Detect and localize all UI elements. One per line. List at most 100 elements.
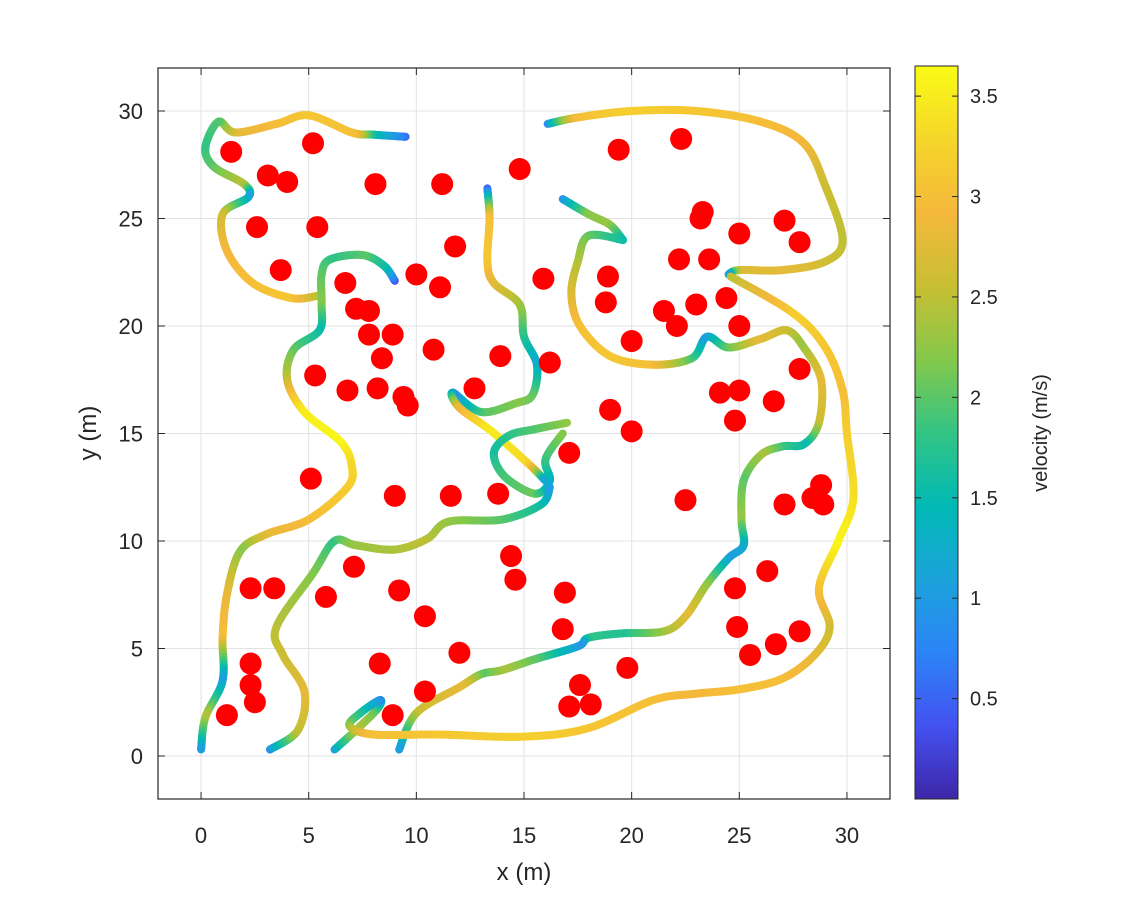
- x-axis-label: x (m): [497, 859, 552, 886]
- obstacle-marker: [670, 127, 693, 150]
- obstacle-marker: [773, 493, 796, 516]
- obstacle-marker: [215, 704, 238, 727]
- trajectory: [201, 111, 410, 303]
- obstacle-marker: [357, 299, 380, 322]
- obstacle-marker: [788, 231, 811, 254]
- colorbar-tick-label: 2: [970, 387, 981, 409]
- obstacle-marker: [607, 138, 630, 161]
- y-tick-label: 0: [131, 744, 143, 769]
- obstacle-marker: [299, 467, 322, 490]
- obstacle-marker: [508, 158, 531, 181]
- obstacle-marker: [596, 265, 619, 288]
- obstacle-marker: [388, 579, 411, 602]
- obstacle-marker: [370, 347, 393, 370]
- obstacle-marker: [708, 381, 731, 404]
- obstacle-marker: [413, 680, 436, 703]
- obstacle-marker: [276, 170, 299, 193]
- obstacle-marker: [756, 560, 779, 583]
- obstacle-marker: [314, 585, 337, 608]
- x-tick-label: 20: [619, 823, 643, 848]
- obstacle-marker: [773, 209, 796, 232]
- obstacle-marker: [381, 323, 404, 346]
- obstacle-marker: [812, 493, 835, 516]
- obstacle-marker: [336, 379, 359, 402]
- obstacle-marker: [239, 577, 262, 600]
- trajectory: [395, 230, 827, 754]
- obstacle-marker: [396, 394, 419, 417]
- x-tick-label: 0: [195, 823, 207, 848]
- obstacle-marker: [685, 293, 708, 316]
- obstacle-marker: [489, 345, 512, 368]
- obstacle-marker: [368, 652, 391, 675]
- obstacle-marker: [405, 263, 428, 286]
- y-tick-label: 15: [119, 422, 143, 447]
- obstacle-marker: [263, 577, 286, 600]
- trajectory: [330, 272, 858, 754]
- colorbar-tick-label: 1: [970, 588, 981, 610]
- obstacle-marker: [538, 351, 561, 374]
- obstacle-marker: [220, 140, 243, 163]
- y-tick-label: 25: [119, 207, 143, 232]
- obstacle-marker: [448, 641, 471, 664]
- obstacle-marker: [357, 323, 380, 346]
- trajectory: [197, 250, 399, 754]
- obstacle-marker: [444, 235, 467, 258]
- colorbar-ticks: 0.5 1 1.5 2 2.5 3 3.5: [915, 86, 998, 711]
- y-axis-label: y (m): [75, 406, 102, 461]
- obstacle-marker: [762, 390, 785, 413]
- obstacle-marker: [558, 441, 581, 464]
- obstacle-marker: [594, 291, 617, 314]
- obstacle-marker: [431, 173, 454, 196]
- obstacle-marker: [532, 267, 555, 290]
- obstacle-marker: [620, 330, 643, 353]
- obstacle-marker: [256, 164, 279, 187]
- obstacle-marker: [788, 620, 811, 643]
- obstacle-marker: [304, 364, 327, 387]
- obstacle-marker: [568, 674, 591, 697]
- obstacle-marker: [463, 377, 486, 400]
- colorbar-tick-label: 3: [970, 187, 981, 209]
- y-tick-label: 10: [119, 529, 143, 554]
- x-axis-ticks: 0 5 10 15 20 25 30: [195, 68, 859, 848]
- obstacle-marker: [413, 605, 436, 628]
- obstacle-marker: [302, 132, 325, 155]
- y-tick-label: 20: [119, 314, 143, 339]
- x-tick-label: 30: [835, 823, 859, 848]
- obstacle-marker: [723, 409, 746, 432]
- obstacle-marker: [269, 259, 292, 282]
- obstacle-marker: [306, 216, 329, 239]
- y-tick-label: 30: [119, 99, 143, 124]
- obstacle-marker: [739, 643, 762, 666]
- y-tick-label: 5: [131, 637, 143, 662]
- obstacle-marker: [558, 695, 581, 718]
- obstacle-marker: [487, 482, 510, 505]
- obstacle-marker: [698, 248, 721, 271]
- obstacle-marker: [652, 299, 675, 322]
- obstacle-marker: [243, 691, 266, 714]
- colorbar-tick-label: 1.5: [970, 488, 998, 510]
- obstacle-marker: [689, 207, 712, 230]
- obstacle-marker: [383, 484, 406, 507]
- obstacle-marker: [715, 287, 738, 310]
- obstacle-marker: [246, 216, 269, 239]
- x-tick-label: 15: [512, 823, 536, 848]
- colorbar-label: velocity (m/s): [1030, 374, 1052, 492]
- obstacle-marker: [504, 568, 527, 591]
- trajectory-segment: [540, 476, 550, 485]
- trajectory: [447, 184, 550, 485]
- obstacle-marker: [422, 338, 445, 361]
- obstacles: [215, 127, 835, 727]
- obstacle-marker: [723, 577, 746, 600]
- obstacle-marker: [439, 484, 462, 507]
- obstacle-marker: [342, 555, 365, 578]
- obstacle-marker: [579, 693, 602, 716]
- obstacle-marker: [665, 315, 688, 337]
- x-tick-label: 10: [404, 823, 428, 848]
- colorbar-tick-label: 3.5: [970, 86, 998, 108]
- obstacle-marker: [728, 315, 751, 337]
- trajectory-segment: [726, 272, 738, 283]
- x-tick-label: 25: [727, 823, 751, 848]
- x-tick-label: 5: [303, 823, 315, 848]
- y-axis-ticks: 0 5 10 15 20 25 30: [119, 99, 890, 769]
